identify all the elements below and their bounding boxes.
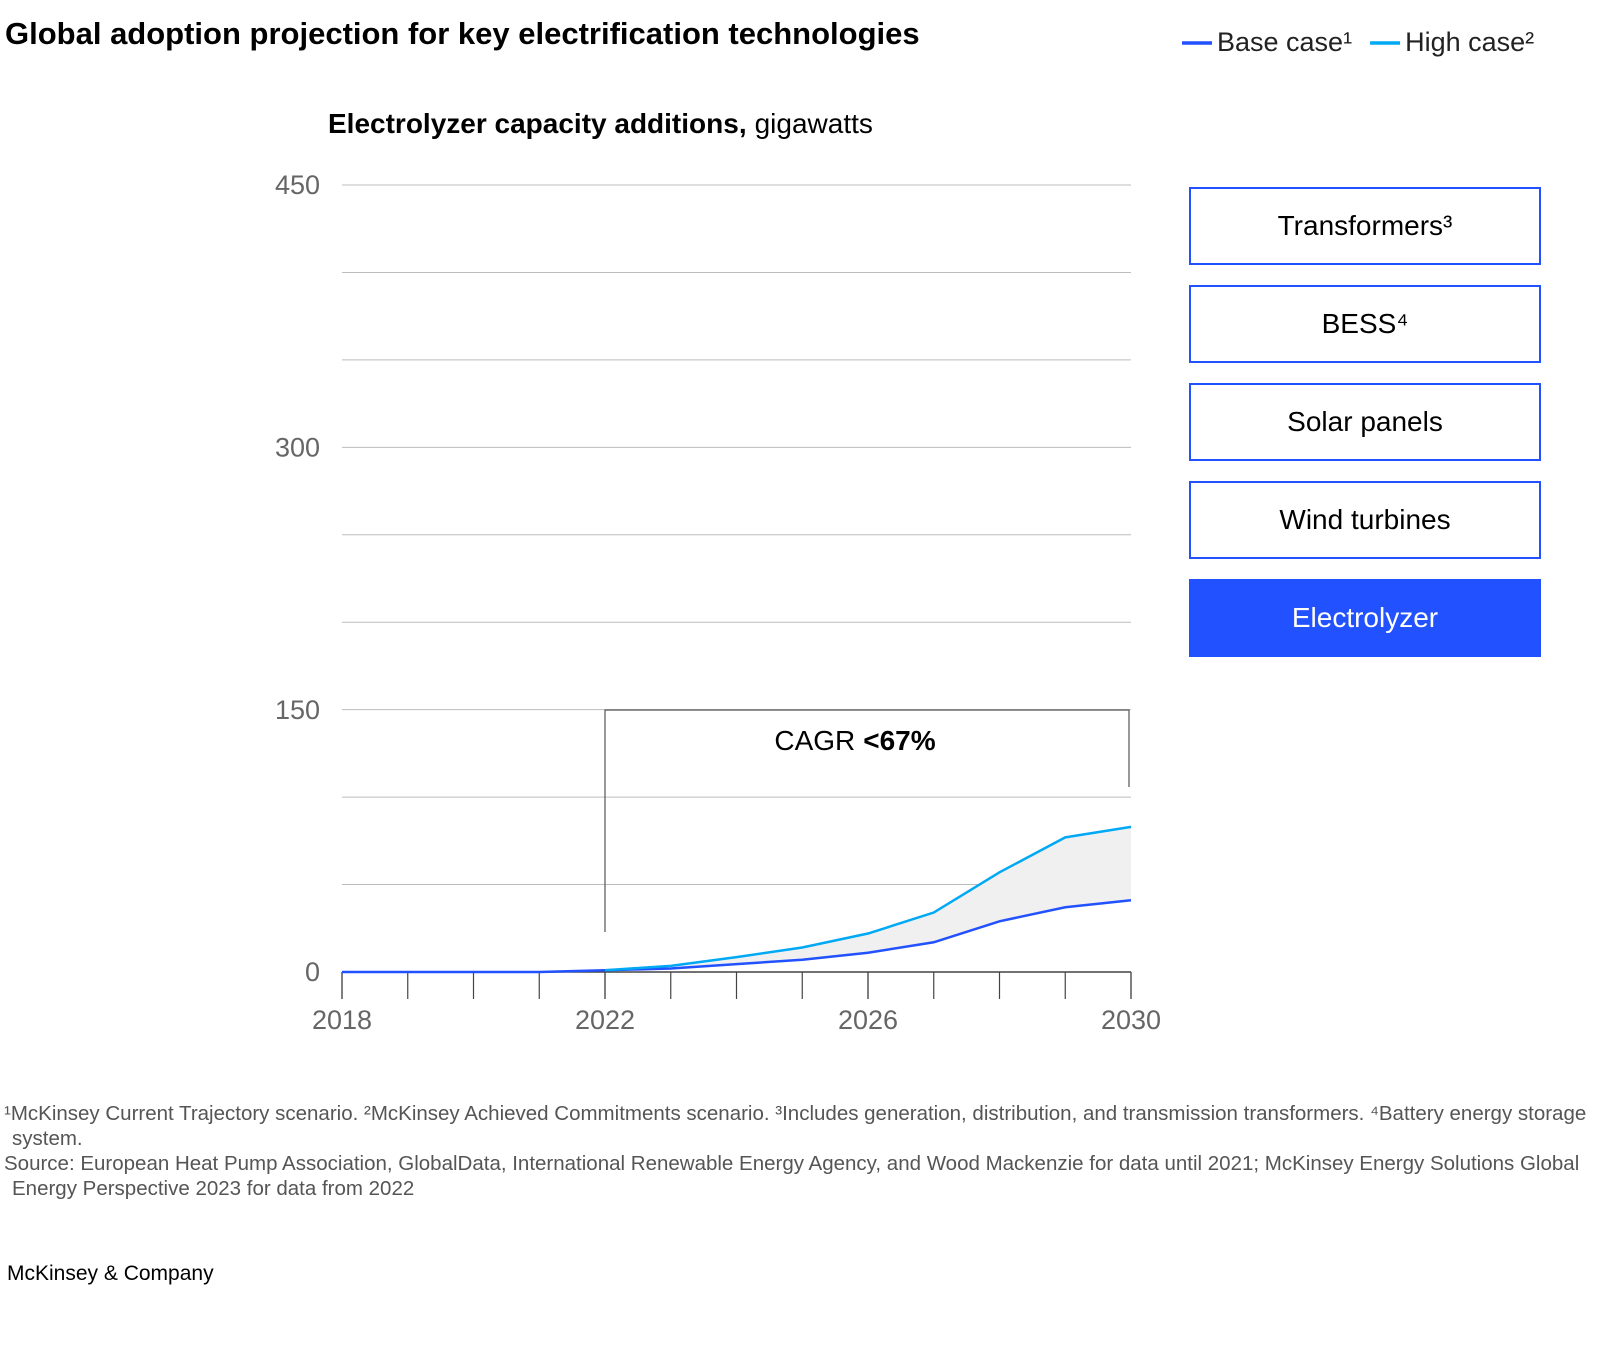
tab-button[interactable]: Solar panels [1189, 383, 1541, 461]
tab-button[interactable]: BESS⁴ [1189, 285, 1541, 363]
legend-label: High case² [1405, 27, 1534, 57]
series-line [342, 899, 1132, 974]
legend: Base case¹ High case² [1182, 27, 1534, 57]
annotation-value: <67% [863, 725, 935, 756]
subtitle-main: Electrolyzer capacity additions, [328, 108, 747, 139]
chart-subtitle: Electrolyzer capacity additions, gigawatt… [328, 108, 873, 139]
tab-button[interactable]: Electrolyzer [1189, 579, 1541, 657]
range-band [605, 826, 1131, 971]
chart: Global adoption projection for key elect… [5, 16, 1534, 1035]
tab-button[interactable]: Wind turbines [1189, 481, 1541, 559]
x-tick-label: 2022 [575, 1005, 635, 1035]
chart-title: Global adoption projection for key elect… [5, 16, 920, 51]
source-text: Source: European Heat Pump Association, … [4, 1152, 1580, 1200]
annotation-label: CAGR [774, 725, 855, 756]
footnotes: ¹McKinsey Current Trajectory scenario. ²… [4, 1101, 1604, 1201]
annotation-bracket [604, 709, 1130, 932]
brand: McKinsey & Company [7, 1262, 214, 1285]
series-line [604, 825, 1132, 972]
y-tick-label: 0 [305, 957, 320, 987]
tab-button[interactable]: Transformers³ [1189, 187, 1541, 265]
y-tick-label: 450 [275, 170, 320, 200]
x-tick-label: 2026 [838, 1005, 898, 1035]
footnote-text: ¹McKinsey Current Trajectory scenario. ²… [4, 1102, 1587, 1150]
x-tick-label: 2030 [1101, 1005, 1161, 1035]
y-tick-label: 150 [275, 695, 320, 725]
x-tick-label: 2018 [312, 1005, 372, 1035]
annotation: CAGR <67% [774, 725, 935, 756]
subtitle-unit: gigawatts [755, 108, 873, 139]
y-tick-label: 300 [275, 432, 320, 462]
plot-area: 0 150 300 450 2018 2022 2026 2030 CAGR <67% [275, 170, 1161, 1035]
legend-label: Base case¹ [1217, 27, 1352, 57]
